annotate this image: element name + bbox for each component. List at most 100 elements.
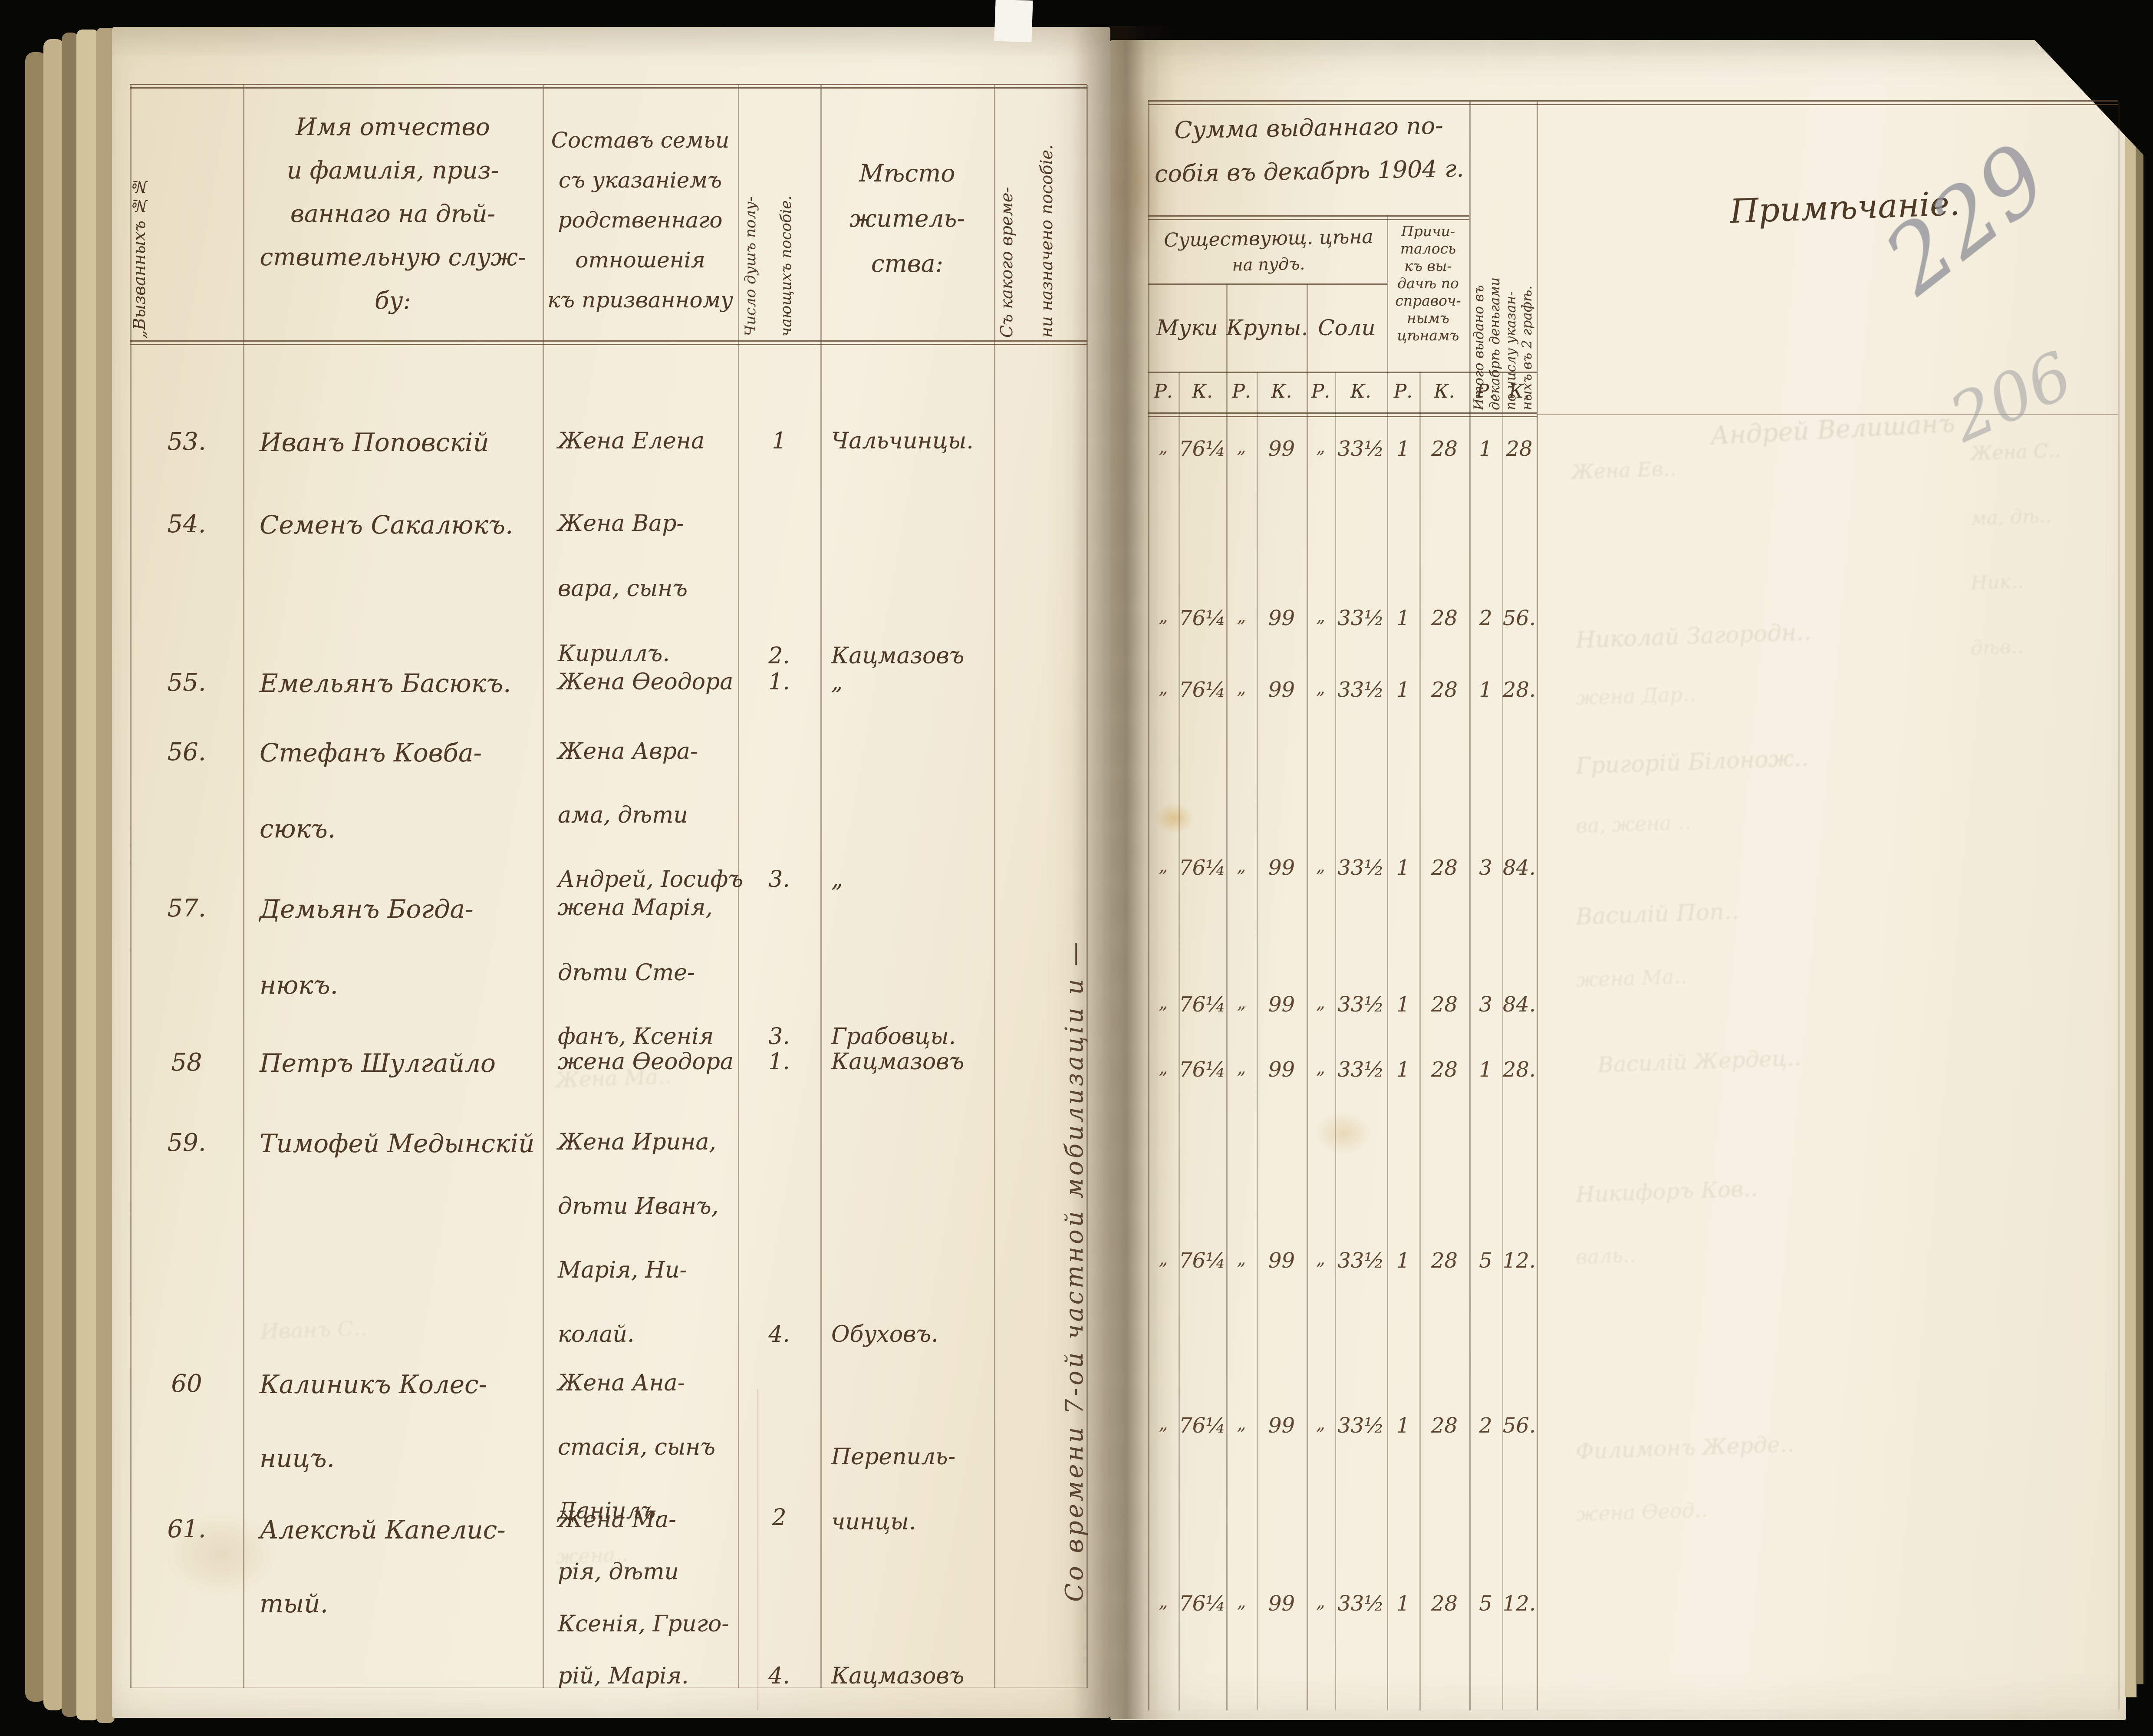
money-value: 99 [1268,678,1295,702]
money-value: 76¼ [1179,678,1226,702]
rule-vertical [1226,283,1228,1710]
money-value: 99 [1268,1248,1295,1273]
money-value: „ [1159,1592,1168,1612]
header-line: ваннаго на дѣй- [290,200,496,227]
conscript-name: Семенъ Сакалюкъ. [260,510,514,540]
header-line: къ призванному [547,287,734,313]
rule-vertical [1257,372,1258,1710]
paper-stain [1111,87,1163,269]
rule-vertical [1148,102,1149,1710]
money-value: 28 [1431,437,1458,461]
money-value: 28 [1431,992,1458,1017]
residence-place: Кацмазовъ [831,1663,965,1689]
rule-horizontal [1148,283,1387,285]
rule-vertical [994,85,995,1688]
money-value: 2 [1479,606,1492,630]
money-value: 76¼ [1179,1413,1226,1438]
family-members: Жена Ѳеодора [558,669,734,695]
souls-count: 1. [768,669,790,695]
money-value: 56. [1502,1413,1536,1438]
money-value: „ [1237,993,1246,1013]
money-value: 76¼ [1179,437,1226,461]
ghost-text: Жена Ев‥ [1571,456,1677,484]
money-value: „ [1316,1249,1325,1269]
header-line: Сумма выданнаго по- [1174,112,1444,144]
conscript-name: Емельянъ Басюкъ. [260,669,511,698]
header-line: цѣнамъ [1397,327,1459,344]
rule-vertical [738,85,739,1688]
header-line: дачѣ по [1397,275,1459,292]
page-edge-stack-left [76,30,99,1720]
page-edge-stack-left [43,39,64,1710]
header-rk: К. [1271,380,1292,402]
row-number: 58 [171,1048,202,1077]
money-value: 33½ [1337,992,1384,1017]
rule-horizontal [1148,412,1537,417]
rule-vertical [1335,372,1336,1710]
binding-gutter [1072,26,1176,1719]
header-line: ства: [871,250,944,277]
money-value: 33½ [1337,1248,1384,1273]
conscript-name: Петръ Шулгайло [260,1048,496,1078]
mobilization-note: Со времени 7-ой частной мобилизаціи и — [1060,939,1089,1602]
money-value: 76¼ [1179,856,1226,880]
money-value: „ [1159,1058,1168,1078]
money-value: 33½ [1337,606,1384,630]
money-value: 1 [1396,1248,1410,1273]
page-edge-stack-right [2136,69,2143,1684]
money-value: „ [1316,1414,1325,1434]
money-value: 99 [1268,856,1295,880]
rule-vertical [243,85,244,1688]
money-value: „ [1316,437,1325,457]
paper-stain [1155,803,1194,833]
header-line: житель- [849,204,965,232]
family-members: Кириллъ. [558,641,670,667]
family-members: дѣти Иванъ, [558,1193,719,1219]
bookmark-tab [994,0,1033,43]
conscript-name: тый. [260,1589,329,1618]
money-value: „ [1159,678,1168,698]
money-value: „ [1316,1592,1325,1612]
money-value: 76¼ [1179,1248,1226,1273]
residence-place: Обуховъ. [831,1321,938,1347]
header-rk: Р. [1154,380,1173,402]
family-members: Ксенія, Григо- [558,1611,729,1637]
rule-horizontal [130,84,1087,89]
family-members: Марія, Ни- [558,1257,688,1283]
header-rk: К. [1508,380,1530,402]
rule-horizontal [1148,372,1537,373]
conscript-name: Алексѣй Капелис- [260,1515,506,1545]
page-edge-stack-right [2125,56,2137,1697]
money-value: 99 [1268,1413,1295,1438]
family-members: Андрей, Іосифъ [558,866,744,893]
header-line: декабрѣ деньгами [1487,277,1503,410]
header-line: бу: [374,287,411,314]
residence-place: Кацмазовъ [831,643,965,669]
rule-horizontal [1537,414,2118,415]
money-value: 1 [1396,992,1410,1017]
ghost-text: ма, дѣ‥ [1970,504,2052,530]
money-value: 1 [1396,856,1410,880]
rule-vertical [1419,372,1421,1710]
money-value: 56. [1502,606,1536,630]
money-value: 33½ [1337,1413,1384,1438]
money-value: 99 [1268,1057,1295,1082]
header-line: родственнаго [558,208,723,233]
rule-horizontal [1148,100,2118,105]
money-value: 28 [1431,1413,1458,1438]
souls-count: 4. [768,1321,790,1347]
money-value: 76¼ [1179,1057,1226,1082]
money-value: 28 [1431,856,1458,880]
family-members: Жена Вар- [558,511,685,537]
header-line: Соли [1318,315,1376,340]
ghost-text: дѣв‥ [1970,635,2024,660]
money-value: „ [1316,1058,1325,1078]
header-line: Имя отчество [296,113,490,141]
money-value: 1 [1479,1057,1492,1082]
header-line: Съ какого време- [997,187,1016,338]
money-value: 28 [1431,1591,1458,1616]
residence-place: Кацмазовъ [831,1049,965,1075]
row-number: 60 [171,1370,202,1398]
paper-stain [1315,1111,1372,1155]
residence-place: Грабовцы. [831,1024,956,1050]
